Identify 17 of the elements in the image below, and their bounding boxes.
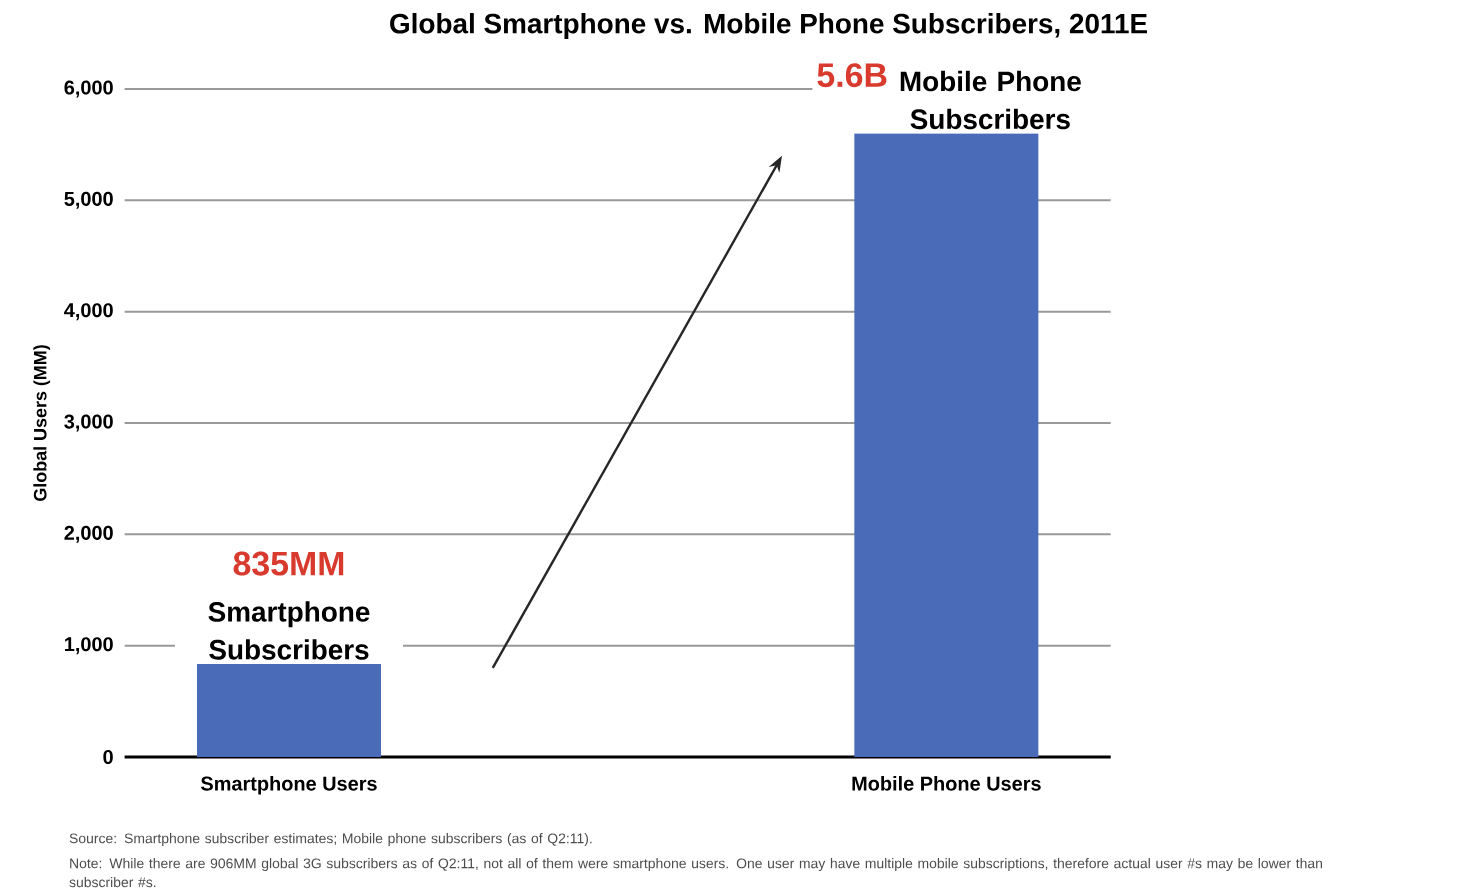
y-tick-label: 3,000 [64,414,113,432]
source-note: Source: Smartphone subscriber estimates; Mobile phone subscribers (as of Q2:11). [69,833,592,847]
x-tick-label: Mobile Phone Users [852,776,1041,791]
annotation: 5.6B [817,63,887,88]
y-tick-label: 2,000 [64,525,113,543]
y-tick-label: 0 [103,749,113,765]
y-tick-label: 5,000 [64,191,113,209]
y-tick-label: 4,000 [64,303,113,321]
chart-title: Global Smartphone vs. Mobile Phone Subscribers, 2011E [390,13,1148,40]
y-tick-label: 1,000 [65,637,113,655]
annotation: 835MM [233,551,344,576]
y-tick-label: 6,000 [64,80,113,98]
annotation: Smartphone Subscribers [208,601,370,660]
text: Note: While there are 906MM global 3G subscribers as of Q2:11, not all of them were smartphone users. One user may have multiple mobile subscriptions, therefore actual user #s may be lower than subscriber #s. [69,858,1322,888]
x-tick-label: Smartphone Users [200,776,377,795]
y-axis-title: Global Users (MM) [33,345,51,501]
annotation: Mobile Phone Subscribers [900,70,1081,130]
